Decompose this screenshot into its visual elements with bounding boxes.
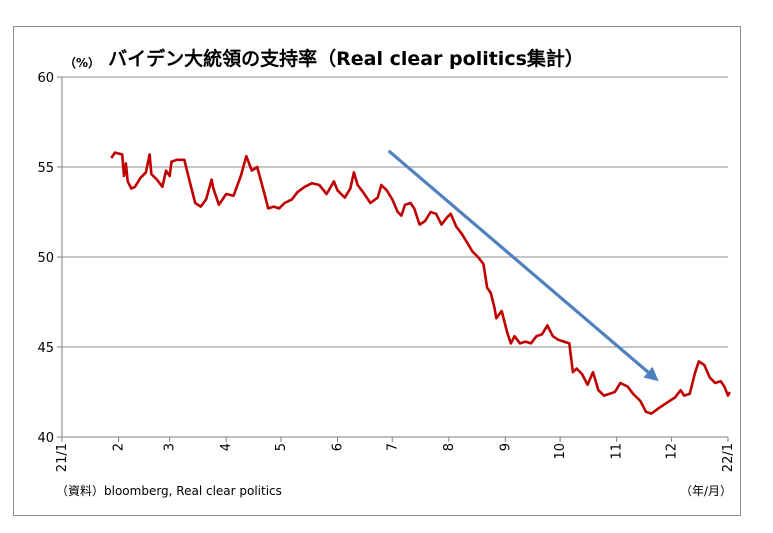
- series-line: [110, 151, 731, 415]
- x-tick-label: 11: [610, 443, 625, 460]
- x-tick-label: 10: [553, 443, 568, 460]
- x-tick-label: 3: [163, 443, 178, 451]
- y-tick-label: 60: [37, 71, 54, 86]
- trend-arrow-shaft: [387, 149, 650, 374]
- x-tick-label: 21/1: [55, 443, 70, 472]
- source-note: （資料）bloomberg, Real clear politics: [56, 484, 282, 498]
- x-tick-label: 4: [219, 443, 234, 451]
- y-tick-label: 45: [37, 341, 54, 356]
- x-tick-label: 22/1: [721, 443, 736, 472]
- y-tick-label: 40: [37, 431, 54, 446]
- chart-title: バイデン大統領の支持率（Real clear politics集計）: [108, 47, 584, 70]
- x-axis-label: （年/月）: [680, 484, 732, 498]
- x-tick-label: 5: [274, 443, 289, 451]
- trend-arrow-head: [643, 366, 659, 382]
- chart-frame: 40 45 50 55 60 21/1 2 3 4 5 6 7 8 9 10 11 12 22/1 バイデン大統領…: [13, 26, 741, 516]
- x-tick-label: 7: [385, 443, 400, 451]
- y-axis-label: （%）: [64, 55, 100, 70]
- series-group: [110, 151, 731, 415]
- x-tick-label: 6: [331, 443, 346, 451]
- gridlines: [62, 76, 728, 348]
- x-tick-label: 9: [498, 443, 513, 451]
- y-tick-label: 55: [37, 161, 54, 176]
- x-tick-label: 8: [442, 443, 457, 451]
- x-tick-label: 2: [112, 443, 127, 451]
- x-tick-label: 12: [664, 443, 679, 460]
- y-tick-label: 50: [37, 251, 54, 266]
- annotations: [387, 149, 659, 382]
